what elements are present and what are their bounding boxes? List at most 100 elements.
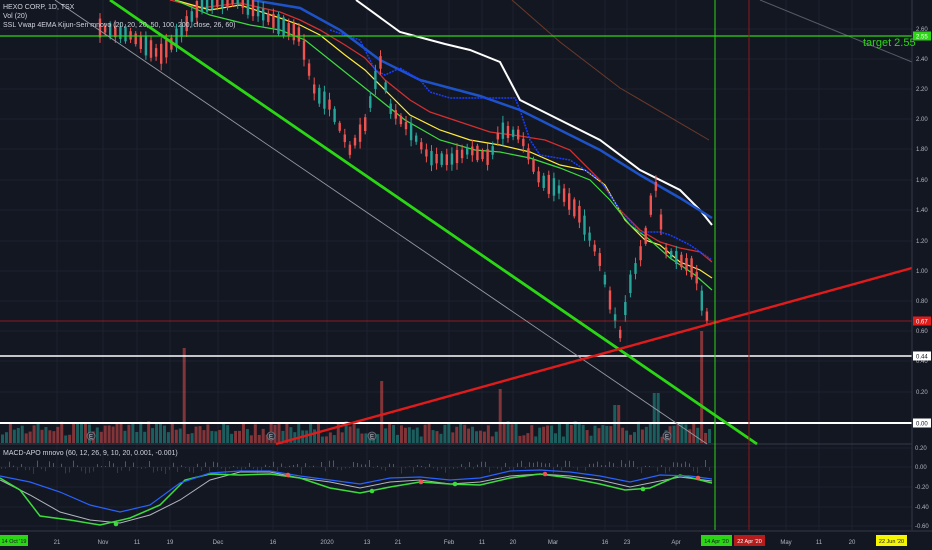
time-tick-label: 11: [816, 540, 823, 546]
candle-body: [501, 122, 505, 139]
candle-body: [481, 150, 484, 160]
macd-histogram-bar: [17, 467, 18, 471]
candle-body: [608, 290, 612, 310]
candle-body: [435, 153, 438, 164]
candle-body: [262, 8, 265, 21]
volume-bar: [72, 423, 76, 443]
candle-body: [685, 258, 688, 271]
macd-histogram-bar: [533, 462, 534, 467]
volume-bar: [24, 433, 28, 443]
time-tick-label: 16: [270, 540, 277, 546]
volume-bar: [36, 421, 40, 443]
earnings-marker-label: E: [269, 435, 273, 441]
candle-body: [659, 214, 663, 230]
macd-pane[interactable]: [0, 460, 713, 527]
volume-bar: [20, 425, 24, 443]
macd-histogram-bar: [641, 467, 642, 474]
volume-bar: [380, 381, 384, 443]
macd-cross-dot: [452, 481, 458, 487]
macd-histogram-bar: [381, 467, 382, 470]
volume-bar: [510, 424, 514, 443]
macd-histogram-bar: [197, 463, 198, 467]
time-highlight-badge[interactable]: [734, 535, 765, 546]
macd-histogram-bar: [629, 460, 630, 467]
volume-bar: [396, 434, 399, 443]
candle-body: [369, 96, 372, 108]
candle-body: [491, 146, 494, 155]
trend-lines[interactable]: [0, 0, 913, 530]
volume-bar: [589, 435, 593, 443]
volume-bar: [115, 423, 119, 443]
candle-body: [695, 271, 698, 284]
volume-bar: [261, 428, 265, 443]
volume-bar: [660, 436, 664, 443]
volume-bar: [490, 436, 494, 443]
time-tick-label: 19: [167, 540, 174, 546]
volume-bar: [443, 424, 447, 443]
candle-body: [409, 122, 413, 141]
macd-histogram-bar: [173, 462, 174, 467]
macd-histogram-bar: [73, 460, 74, 467]
candle-body: [578, 205, 581, 223]
macd-histogram-bar: [329, 460, 330, 467]
volume-bar: [708, 429, 712, 443]
volume-bar: [253, 424, 257, 443]
price-tick-label: 0.20: [916, 390, 928, 396]
macd-histogram-bar: [277, 467, 278, 471]
candle-body: [211, 0, 214, 10]
candle-body: [302, 40, 306, 60]
candle-body: [460, 149, 464, 159]
macd-histogram-bar: [165, 467, 166, 474]
volume-bar: [143, 431, 147, 443]
time-highlight-badge[interactable]: [0, 535, 28, 546]
volume-bar: [170, 423, 174, 443]
candle-body: [241, 0, 244, 8]
time-highlight-text: 22 Apr '20: [737, 539, 762, 545]
time-tick-label: May: [780, 540, 791, 546]
earnings-marker[interactable]: [662, 431, 672, 441]
price-pane[interactable]: [98, 0, 913, 342]
macd-histogram-bar: [265, 464, 266, 467]
earnings-marker[interactable]: [266, 431, 276, 441]
parallel-channel-line[interactable]: [54, 0, 708, 445]
volume-bar: [40, 429, 44, 443]
macd-tick-label: -0.40: [915, 505, 929, 511]
candle-body: [649, 195, 652, 215]
price-tick-label: 0.80: [916, 299, 928, 305]
volume-bar: [522, 435, 526, 443]
candle-body: [318, 87, 321, 104]
macd-histogram-bar: [33, 467, 34, 474]
volume-bar: [494, 431, 498, 443]
macd-histogram-bar: [137, 467, 138, 469]
uptrend-line[interactable]: [275, 266, 913, 446]
macd-histogram-bar: [361, 464, 362, 467]
macd-cross-dot: [418, 479, 424, 485]
price-label-badge: [913, 31, 931, 41]
volume-bar: [226, 425, 230, 443]
macd-cross-dot: [640, 486, 646, 492]
volume-bar: [48, 430, 52, 443]
macd-histogram-bar: [481, 461, 482, 467]
price-label-text: 0.00: [916, 421, 928, 427]
volume-bar: [320, 436, 324, 443]
macd-histogram-bar: [697, 467, 698, 474]
volume-bar: [273, 424, 277, 443]
macd-histogram-bar: [349, 467, 350, 469]
time-highlight-badge[interactable]: [876, 535, 907, 546]
earnings-marker-label: E: [370, 435, 374, 441]
macd-histogram-bar: [221, 467, 222, 469]
price-label-badge: [913, 418, 931, 428]
candle-body: [374, 70, 377, 90]
time-highlight-badge[interactable]: [701, 535, 732, 546]
macd-histogram-bar: [665, 467, 666, 474]
volume-bar: [64, 435, 68, 443]
earnings-marker[interactable]: [86, 431, 96, 441]
price-tick-label: 2.00: [916, 117, 928, 123]
earnings-marker[interactable]: [367, 431, 377, 441]
candle-body: [670, 250, 673, 258]
candle-body: [231, 0, 234, 4]
downtrend-line[interactable]: [109, 0, 758, 446]
price-tick-label: 2.60: [916, 27, 928, 33]
